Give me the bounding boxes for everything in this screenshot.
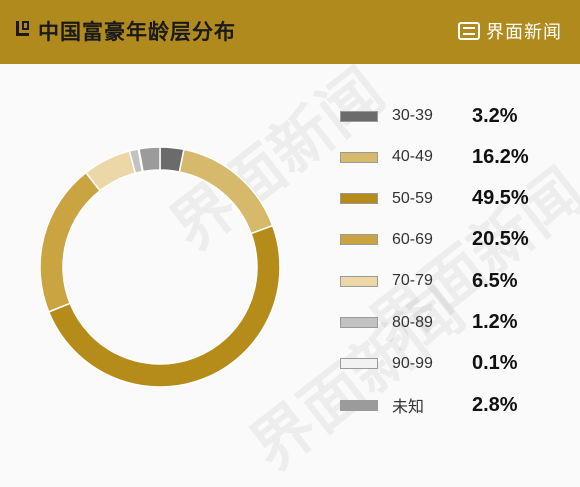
legend-swatch xyxy=(340,399,378,411)
legend-value: 49.5% xyxy=(472,187,529,210)
legend-label: 40-49 xyxy=(392,148,433,166)
donut-slice-未知 xyxy=(138,146,161,173)
legend-swatch xyxy=(340,110,378,122)
legend-value: 20.5% xyxy=(472,228,529,251)
donut-slice-60-69 xyxy=(39,171,102,313)
legend-item: 80-89 1.2% xyxy=(340,311,570,335)
donut-slice-50-59 xyxy=(47,224,281,388)
legend-swatch xyxy=(340,275,378,287)
legend-item: 未知 2.8% xyxy=(340,393,570,417)
page-title: 中国富豪年龄层分布 xyxy=(38,20,236,44)
legend-label: 80-89 xyxy=(392,313,433,331)
chart-title-icon xyxy=(16,21,29,36)
legend-swatch xyxy=(340,193,378,205)
header-bar: 中国富豪年龄层分布 界面新闻 xyxy=(0,0,580,64)
legend-item: 50-59 49.5% xyxy=(340,187,570,211)
legend-item: 70-79 6.5% xyxy=(340,269,570,293)
legend-value: 2.8% xyxy=(472,393,518,416)
legend-item: 40-49 16.2% xyxy=(340,145,570,169)
legend-label: 60-69 xyxy=(392,230,433,248)
legend-label: 30-39 xyxy=(392,107,433,124)
legend-value: 6.5% xyxy=(472,269,518,292)
legend-item: 90-99 0.1% xyxy=(340,352,570,376)
legend-item: 60-69 20.5% xyxy=(340,228,570,252)
legend-swatch xyxy=(340,234,378,246)
legend-label: 90-99 xyxy=(392,354,433,372)
legend-value: 16.2% xyxy=(472,145,529,168)
legend-swatch xyxy=(340,317,378,328)
legend-label: 70-79 xyxy=(392,272,433,290)
legend-value: 1.2% xyxy=(472,311,518,333)
brand-name: 界面新闻 xyxy=(486,22,562,43)
legend-value: 0.1% xyxy=(472,352,518,375)
legend-label: 未知 xyxy=(392,399,425,417)
donut-slice-40-49 xyxy=(178,148,274,235)
legend-label: 50-59 xyxy=(392,189,433,207)
legend-item: 30-39 3.2% xyxy=(340,104,570,128)
legend-value: 3.2% xyxy=(472,104,518,127)
donut-chart xyxy=(39,146,281,388)
legend-swatch xyxy=(340,358,378,370)
brand-logo-group: 界面新闻 xyxy=(458,18,562,44)
legend-swatch xyxy=(340,151,378,163)
brand-icon xyxy=(458,22,480,40)
